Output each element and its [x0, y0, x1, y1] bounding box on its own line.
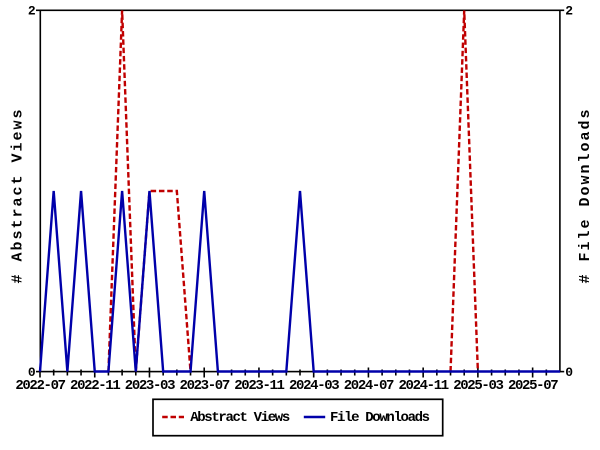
- svg-text:2022-11: 2022-11: [70, 378, 120, 394]
- svg-text:File Downloads: File Downloads: [330, 410, 430, 426]
- svg-text:2: 2: [565, 3, 573, 18]
- svg-text:2023-07: 2023-07: [180, 378, 230, 394]
- svg-text:2024-03: 2024-03: [289, 378, 339, 394]
- svg-text:# File Downloads: # File Downloads: [577, 107, 594, 283]
- svg-text:2024-07: 2024-07: [344, 378, 394, 394]
- svg-text:2023-11: 2023-11: [234, 378, 284, 394]
- svg-text:Abstract Views: Abstract Views: [190, 410, 290, 426]
- svg-text:0: 0: [28, 365, 36, 380]
- svg-text:2023-03: 2023-03: [125, 378, 175, 394]
- svg-text:0: 0: [565, 365, 573, 380]
- svg-text:# Abstract Views: # Abstract Views: [10, 107, 27, 283]
- svg-text:2024-11: 2024-11: [398, 378, 448, 394]
- svg-text:2022-07: 2022-07: [15, 378, 65, 394]
- svg-text:2025-03: 2025-03: [453, 378, 503, 394]
- svg-text:2: 2: [28, 3, 36, 18]
- svg-text:2025-07: 2025-07: [508, 378, 558, 394]
